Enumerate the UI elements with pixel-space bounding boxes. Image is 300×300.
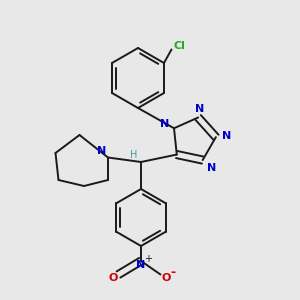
Text: N: N [195,104,204,114]
Text: O: O [108,273,118,283]
Text: -: - [170,266,176,279]
Text: N: N [222,130,231,141]
Text: N: N [160,119,169,129]
Text: Cl: Cl [173,41,185,52]
Text: N: N [98,146,106,156]
Text: H: H [130,149,137,160]
Text: N: N [207,163,216,172]
Text: O: O [161,273,171,283]
Text: +: + [144,254,152,265]
Text: N: N [136,260,146,270]
